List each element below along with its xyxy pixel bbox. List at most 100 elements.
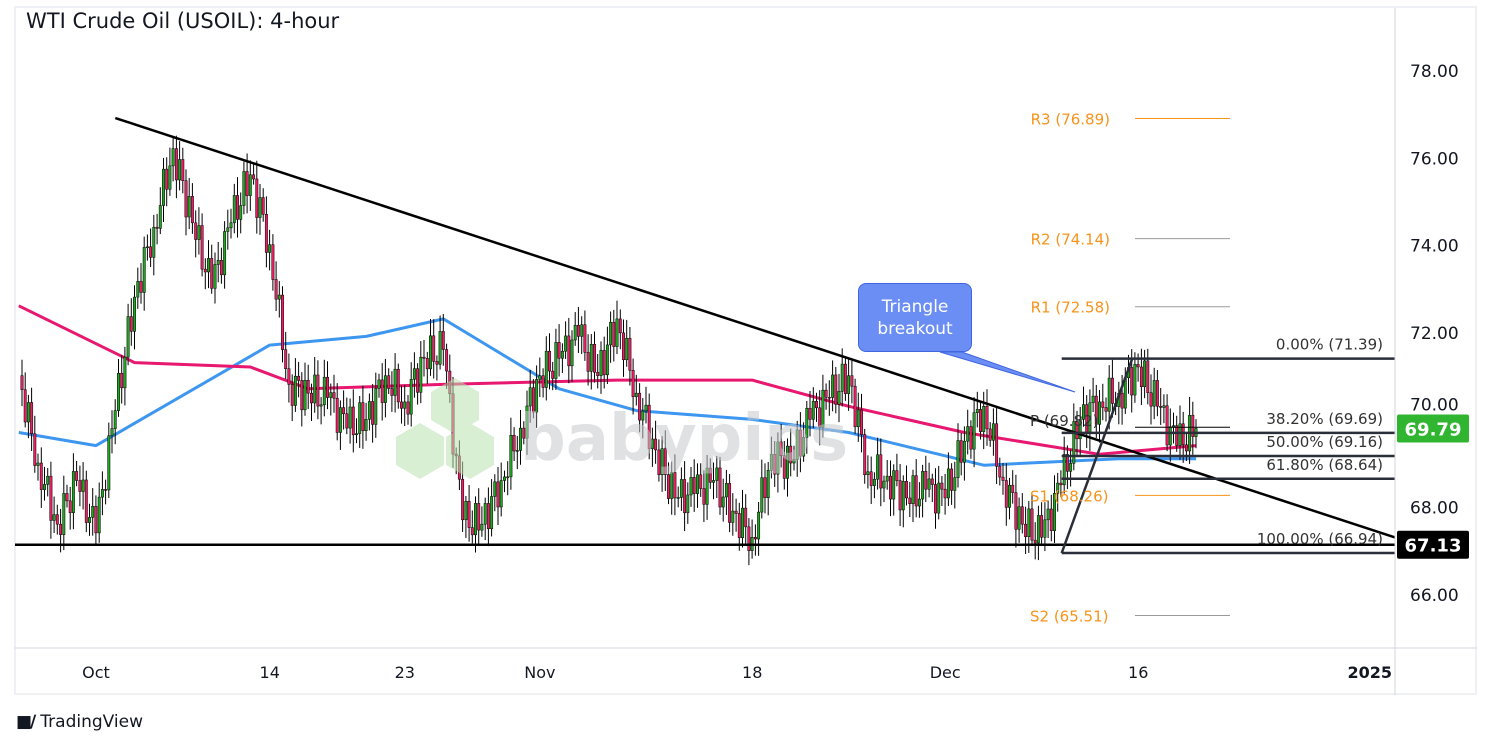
candle — [998, 457, 1002, 486]
candle-body — [676, 497, 680, 499]
candle-body — [564, 335, 568, 352]
candle-body — [548, 350, 551, 372]
fib-level-label: 100.00% (66.94) — [1257, 530, 1383, 548]
pivot-label: P (69.82) — [1030, 412, 1098, 430]
x-tick-label: 14 — [260, 663, 280, 682]
candle — [946, 452, 950, 507]
candle — [425, 351, 429, 385]
candle — [316, 360, 320, 420]
candle — [950, 463, 954, 505]
candle-body — [988, 428, 992, 441]
candle-body — [493, 481, 497, 497]
candle — [184, 169, 188, 236]
candle — [438, 315, 442, 370]
candle — [36, 453, 40, 481]
candle — [1152, 367, 1156, 420]
candle-body — [927, 478, 931, 490]
candle-body — [155, 226, 159, 229]
candle — [885, 459, 889, 490]
pivot-label: S1 (68.26) — [1030, 487, 1108, 505]
candle-body — [979, 409, 982, 432]
candle-body — [805, 407, 809, 438]
candle-body — [567, 335, 571, 367]
candle-body — [59, 523, 63, 535]
candle — [1065, 445, 1069, 490]
candle-body — [731, 510, 735, 523]
candle — [628, 326, 632, 386]
candle-body — [576, 324, 580, 337]
candle — [210, 244, 214, 294]
candle — [435, 355, 439, 381]
candle-body — [184, 180, 188, 218]
candle-body — [570, 339, 574, 367]
candle-body — [972, 412, 976, 450]
x-tick-label: Nov — [524, 663, 555, 682]
candle-body — [641, 410, 645, 421]
candle — [605, 326, 609, 385]
candle — [46, 468, 50, 497]
candle — [583, 310, 587, 361]
candle-body — [663, 448, 667, 475]
pivot-label: R3 (76.89) — [1031, 110, 1110, 128]
candle — [78, 465, 82, 507]
candle — [650, 427, 654, 467]
candle — [856, 392, 860, 442]
candle — [1017, 497, 1021, 543]
candle — [200, 213, 204, 277]
candle-body — [403, 401, 407, 409]
candle-body — [380, 379, 384, 403]
candle — [972, 397, 976, 468]
candle — [757, 502, 761, 556]
candle-body — [322, 376, 326, 406]
candle — [609, 311, 613, 363]
candle-body — [142, 247, 146, 293]
candle-body — [856, 409, 860, 428]
candle — [705, 455, 709, 520]
candle — [718, 456, 722, 515]
candle-body — [425, 357, 429, 370]
y-tick-label: 74.00 — [1410, 237, 1459, 257]
candle-body — [207, 258, 210, 273]
candle — [622, 319, 625, 377]
candle — [576, 306, 580, 353]
candle-body — [937, 482, 941, 514]
candle — [216, 241, 220, 283]
candle — [396, 363, 400, 409]
candle — [570, 330, 574, 382]
candle — [769, 436, 773, 479]
candle-body — [364, 419, 368, 431]
candle-body — [673, 472, 677, 499]
candle-body — [1110, 377, 1114, 404]
candle-body — [911, 475, 915, 504]
candle — [982, 391, 986, 450]
candle-body — [210, 258, 214, 289]
candle-body — [483, 503, 487, 525]
candle-body — [258, 197, 262, 218]
candle-body — [618, 318, 622, 334]
candle — [412, 352, 416, 398]
candle-body — [200, 225, 204, 270]
candle — [1143, 349, 1147, 399]
candle-body — [885, 475, 889, 482]
candle-body — [696, 474, 699, 494]
candle — [467, 484, 471, 542]
candle — [988, 422, 992, 447]
candle-body — [252, 174, 256, 180]
candle-body — [1059, 482, 1063, 486]
candle — [30, 387, 34, 451]
candle-body — [1040, 515, 1044, 538]
candle — [702, 470, 706, 522]
candle-body — [1062, 454, 1066, 486]
candle — [679, 467, 683, 511]
candle — [647, 393, 651, 460]
candle — [860, 393, 863, 453]
candle-body — [239, 205, 243, 220]
candle — [20, 359, 24, 407]
candle — [242, 161, 246, 215]
candle — [409, 362, 413, 427]
candle-body — [123, 356, 127, 389]
candle-body — [872, 478, 876, 486]
candle-body — [1178, 423, 1182, 446]
candle — [815, 392, 818, 422]
